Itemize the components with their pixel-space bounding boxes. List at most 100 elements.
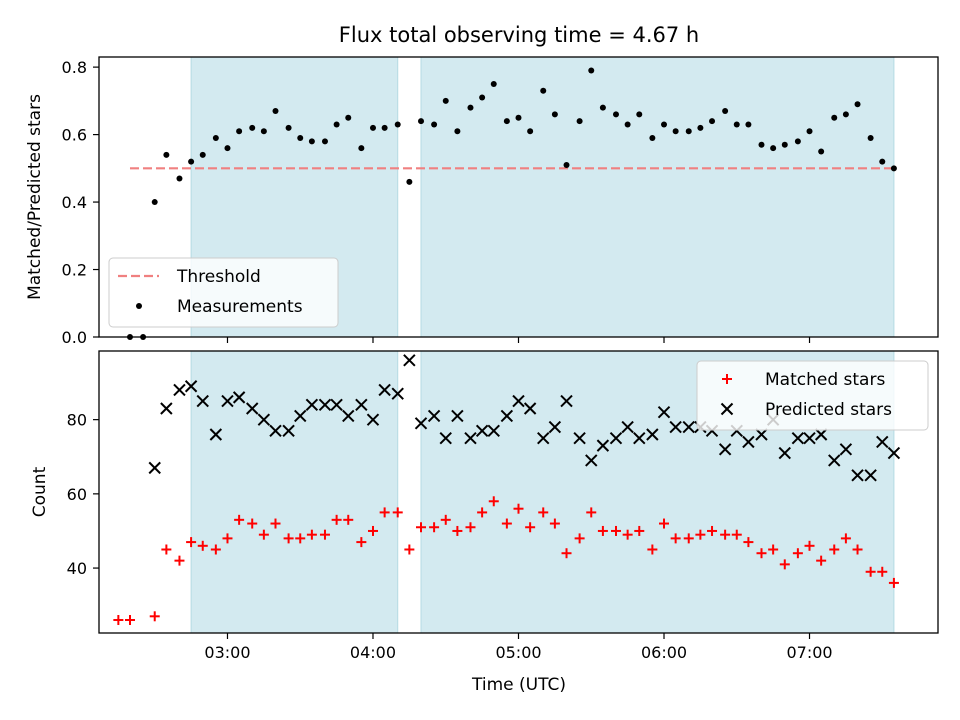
data-point bbox=[636, 111, 643, 118]
data-point bbox=[733, 121, 740, 128]
legend-cross-swatch bbox=[720, 402, 734, 416]
data-point bbox=[633, 431, 646, 445]
data-point bbox=[646, 428, 659, 441]
data-point bbox=[503, 118, 510, 125]
x-tick-label: 04:00 bbox=[350, 643, 396, 662]
x-tick-label: 06:00 bbox=[641, 643, 687, 662]
data-point bbox=[212, 134, 219, 141]
data-point bbox=[792, 548, 803, 559]
legend-label: Threshold bbox=[176, 267, 261, 287]
data-point bbox=[649, 134, 656, 141]
data-point bbox=[260, 128, 267, 135]
data-point bbox=[331, 514, 342, 525]
data-point bbox=[454, 128, 461, 135]
data-point bbox=[781, 141, 788, 148]
data-point bbox=[477, 507, 488, 518]
data-point bbox=[161, 544, 172, 555]
data-point bbox=[500, 409, 514, 423]
y-tick-label: 0.0 bbox=[62, 328, 87, 347]
data-point bbox=[561, 548, 572, 559]
data-point bbox=[720, 529, 731, 540]
data-point bbox=[394, 121, 401, 128]
data-point bbox=[621, 420, 634, 434]
data-point bbox=[576, 118, 583, 125]
data-point bbox=[573, 431, 586, 445]
data-point bbox=[247, 518, 258, 529]
data-point bbox=[657, 406, 671, 419]
data-point bbox=[246, 402, 259, 415]
data-point bbox=[174, 555, 185, 566]
data-point bbox=[887, 446, 901, 460]
y-tick-label: 0.4 bbox=[62, 193, 87, 212]
data-point bbox=[840, 533, 851, 544]
data-point bbox=[418, 118, 425, 125]
data-point bbox=[890, 165, 897, 172]
data-point bbox=[282, 424, 295, 437]
data-point bbox=[356, 537, 367, 548]
series-measurements bbox=[126, 67, 897, 340]
data-point bbox=[308, 138, 315, 145]
data-point bbox=[343, 514, 354, 525]
data-point bbox=[439, 431, 452, 445]
data-point bbox=[209, 428, 223, 441]
data-point bbox=[467, 104, 474, 111]
y-axis-label-count: Count bbox=[30, 466, 50, 517]
data-point bbox=[588, 67, 595, 74]
data-point bbox=[283, 533, 294, 544]
y-axis-label-ratio: Matched/Predicted stars bbox=[25, 94, 45, 300]
data-point bbox=[391, 387, 404, 400]
data-point bbox=[222, 533, 233, 544]
data-point bbox=[538, 507, 549, 518]
data-point bbox=[297, 134, 304, 141]
data-point bbox=[888, 577, 899, 588]
data-point bbox=[707, 525, 718, 536]
data-point bbox=[196, 394, 209, 408]
observing-interval bbox=[420, 56, 895, 338]
data-point bbox=[305, 398, 319, 412]
data-point bbox=[876, 435, 889, 449]
data-point bbox=[429, 522, 440, 533]
data-point bbox=[768, 544, 779, 555]
data-point bbox=[197, 540, 208, 551]
data-point bbox=[149, 611, 160, 622]
data-point bbox=[672, 128, 679, 135]
data-point bbox=[319, 529, 330, 540]
data-point bbox=[333, 121, 340, 128]
data-point bbox=[661, 121, 668, 128]
data-point bbox=[358, 145, 365, 152]
data-point bbox=[828, 454, 841, 467]
data-point bbox=[431, 121, 438, 128]
data-point bbox=[682, 420, 695, 434]
data-point bbox=[879, 158, 886, 165]
data-point bbox=[756, 548, 767, 559]
data-point bbox=[778, 446, 791, 460]
legend-box bbox=[696, 360, 929, 431]
data-point bbox=[537, 431, 550, 445]
data-point bbox=[816, 555, 827, 566]
legend-dot-swatch bbox=[136, 303, 142, 309]
data-point bbox=[695, 529, 706, 540]
legend-label: Matched stars bbox=[765, 370, 885, 390]
data-point bbox=[475, 424, 489, 437]
x-tick-label: 03:00 bbox=[204, 643, 250, 662]
data-point bbox=[294, 409, 307, 423]
data-point bbox=[743, 537, 754, 548]
data-point bbox=[818, 148, 825, 155]
data-point bbox=[403, 354, 416, 367]
data-point bbox=[864, 469, 877, 482]
y-tick-label: 0.6 bbox=[62, 126, 87, 145]
data-point bbox=[221, 394, 234, 408]
legend-label: Measurements bbox=[177, 297, 303, 317]
data-point bbox=[865, 566, 876, 577]
series-predicted-stars bbox=[148, 354, 901, 482]
x-axis-label: Time (UTC) bbox=[471, 675, 566, 695]
data-point bbox=[718, 443, 732, 456]
data-point bbox=[232, 391, 246, 404]
data-point bbox=[465, 522, 476, 533]
panel-count: 03:00 04:00 05:00 06:00 07:00 40 60 80 Matched s… bbox=[67, 350, 939, 662]
data-point bbox=[113, 615, 124, 626]
data-point bbox=[160, 402, 173, 415]
data-point bbox=[624, 121, 631, 128]
data-point bbox=[831, 114, 838, 121]
y-tick-label: 0.8 bbox=[62, 58, 87, 77]
